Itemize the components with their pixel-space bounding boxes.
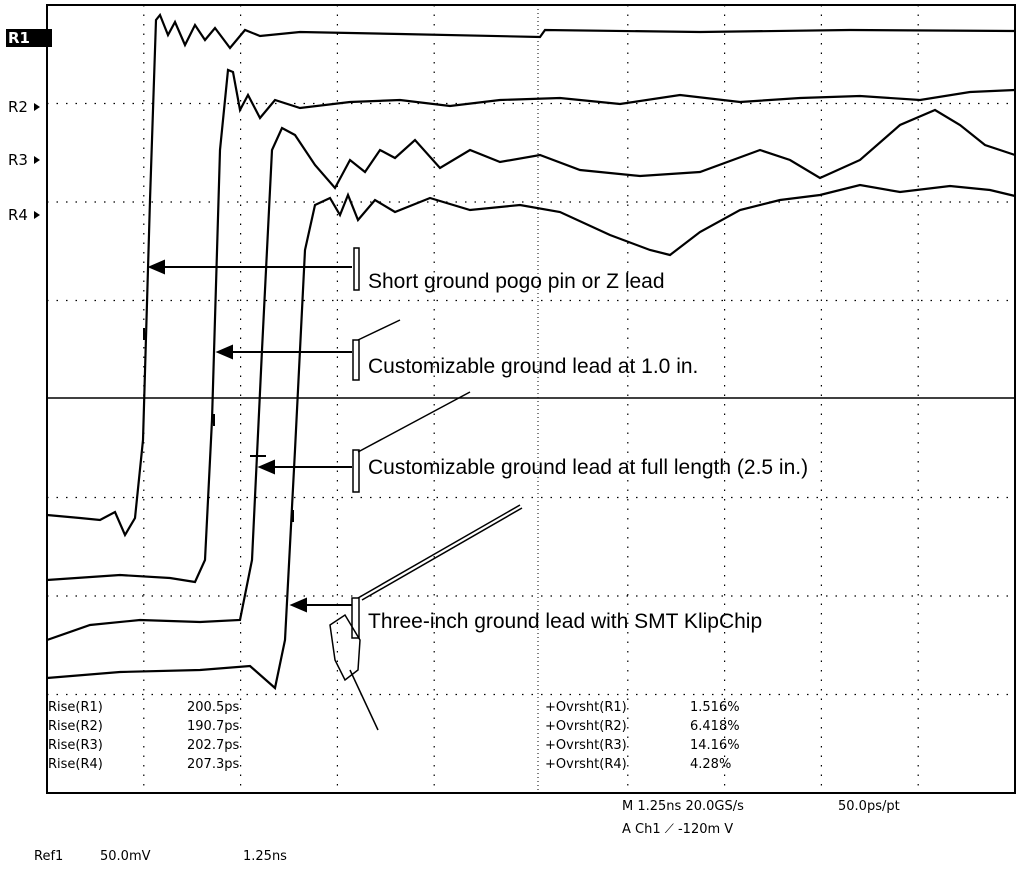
measurement-value: 1.516% [690,700,740,715]
measurement-label: +Ovrsht(R1) [545,700,627,715]
channel-marker: R4 [8,206,28,224]
marker-arrow [34,103,40,111]
ref-scale: 50.0mV [100,849,151,864]
ticks [143,328,294,522]
timebase: M 1.25ns 20.0GS/s [622,799,744,814]
measurement-value: 202.7ps [187,738,239,753]
resolution: 50.0ps/pt [838,799,900,814]
measurement-value: 6.418% [690,719,740,734]
measurement-value: 14.16% [690,738,740,753]
trace-r1 [46,12,1016,538]
measurement-label: Rise(R2) [48,719,103,734]
graticule [46,4,1016,794]
measurement-value: 190.7ps [187,719,239,734]
arrows [147,259,352,613]
ref-time: 1.25ns [243,849,287,864]
measurement-label: Rise(R4) [48,757,103,772]
ref-label: Ref1 [34,849,63,864]
measurement-value: 207.3ps [187,757,239,772]
channel-marker: R1 [8,29,30,47]
measurement-label: +Ovrsht(R4) [545,757,627,772]
marker-box [6,29,52,47]
measurement-value: 200.5ps [187,700,239,715]
waveforms [46,12,1016,691]
trace-r4 [46,183,1016,691]
status: M 1.25ns 20.0GS/s 50.0ps/pt A Ch1 ⟋ -120… [34,799,900,864]
annotations: Short ground pogo pin or Z lead Customiz… [368,270,808,633]
annotation: Three-inch ground lead with SMT KlipChip [368,610,762,633]
measurement-label: +Ovrsht(R2) [545,719,627,734]
probe-icons [329,247,523,731]
marker-arrow [34,211,40,219]
annotation: Short ground pogo pin or Z lead [368,270,665,293]
channel-marker: R2 [8,98,28,116]
channel-marker: R3 [8,151,28,169]
annotation: Customizable ground lead at 1.0 in. [368,355,698,378]
marker-arrow [34,156,40,164]
measurement-value: 4.28% [690,757,731,772]
measurement-label: Rise(R1) [48,700,103,715]
trace-r2 [46,68,1016,584]
trigger: A Ch1 ⟋ -120m V [622,822,733,837]
measurement-label: Rise(R3) [48,738,103,753]
trace-r3 [46,108,1016,642]
annotation: Customizable ground lead at full length … [368,456,808,479]
measurement-label: +Ovrsht(R3) [545,738,627,753]
frame [46,4,1016,794]
